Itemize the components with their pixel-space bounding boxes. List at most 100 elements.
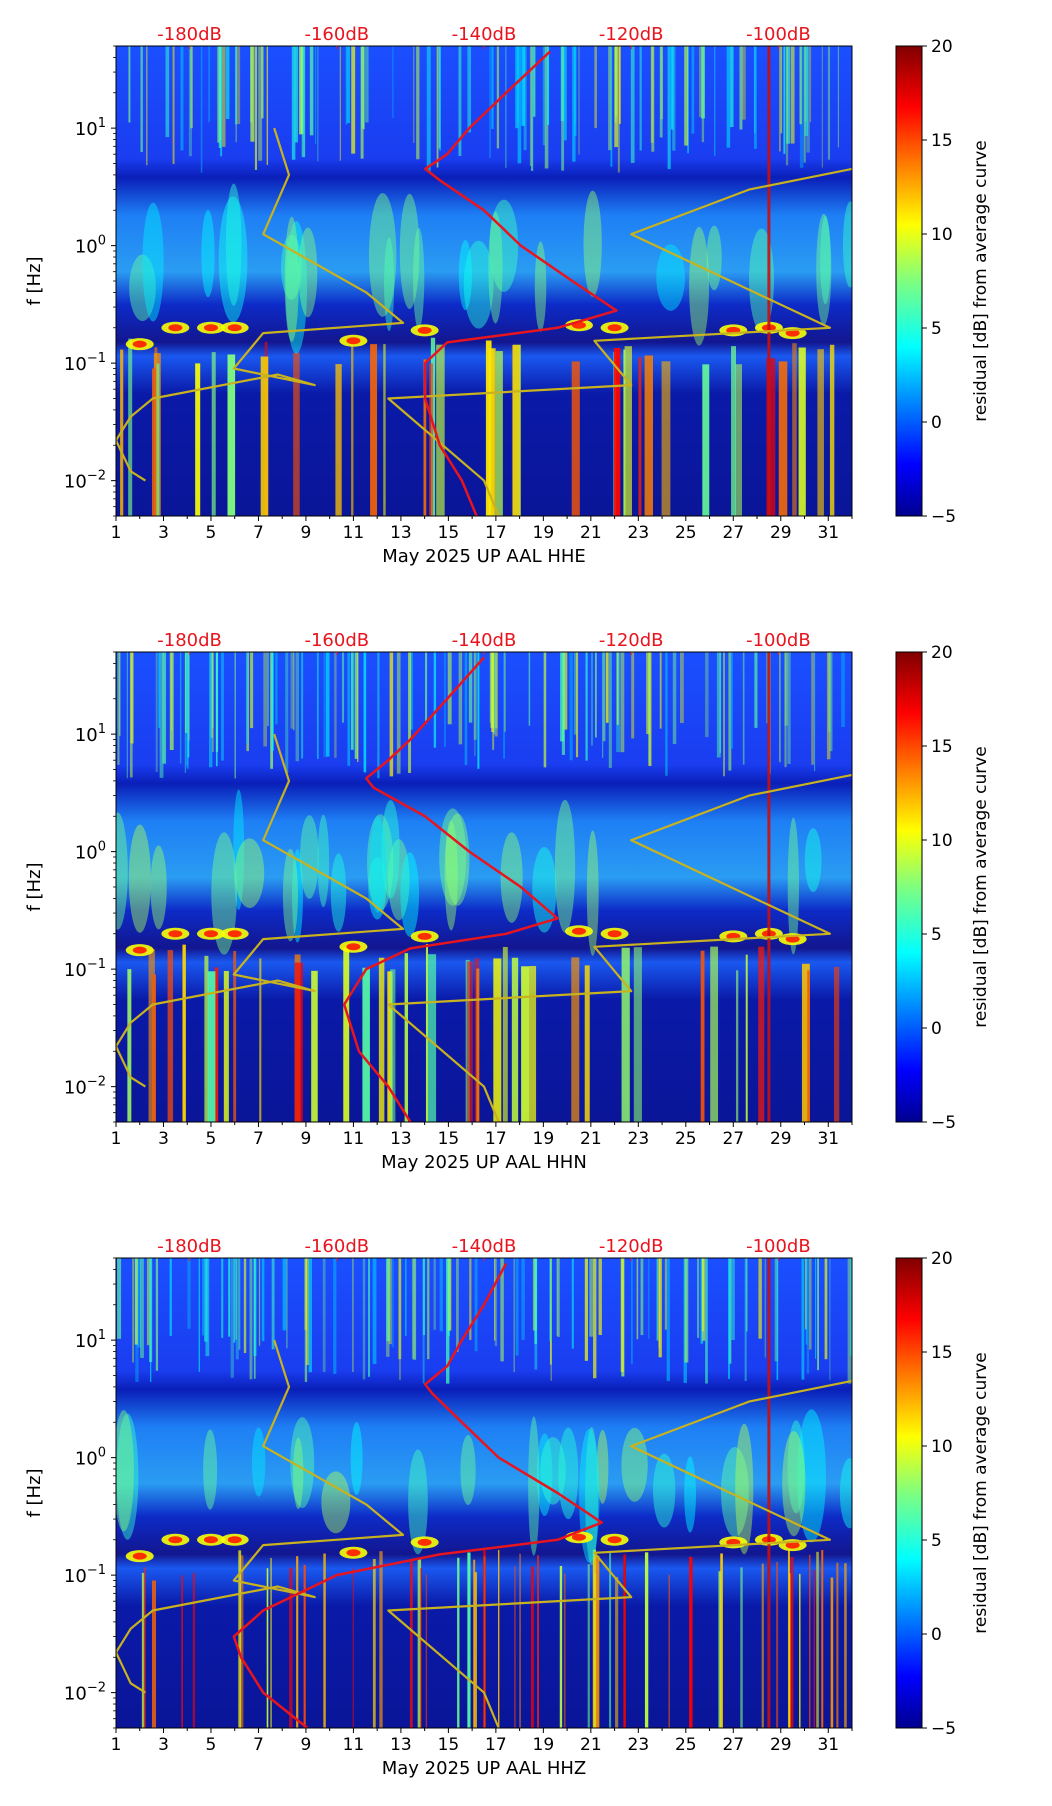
noise-streak (190, 46, 193, 129)
microseism-plume (500, 832, 523, 923)
noise-streak (130, 652, 134, 744)
lowfreq-burst (260, 356, 269, 516)
noise-streak (386, 1258, 389, 1341)
lowfreq-burst (204, 955, 209, 1122)
noise-streak (589, 1258, 594, 1337)
x-tick-label: 23 (628, 523, 650, 543)
noise-streak (172, 46, 175, 165)
lowfreq-burst (821, 1549, 824, 1728)
noise-streak (187, 1258, 191, 1329)
x-tick-label: 25 (675, 1129, 697, 1149)
noise-streak (547, 46, 550, 125)
noise-streak (263, 652, 267, 747)
noise-streak (477, 652, 480, 769)
lowfreq-burst (829, 344, 835, 516)
noise-streak (826, 652, 831, 760)
microseism-core (227, 1536, 242, 1544)
lowfreq-burst (343, 947, 350, 1122)
x-tick-label: 11 (343, 1735, 365, 1755)
noise-streak (730, 46, 734, 128)
noise-streak (350, 652, 354, 750)
lowfreq-burst (238, 1550, 242, 1728)
microseism-core (417, 1538, 432, 1546)
noise-streak (117, 652, 120, 765)
lowfreq-burst (427, 954, 437, 1122)
lowfreq-burst (207, 971, 216, 1122)
noise-streak (249, 1258, 253, 1380)
x-tick-label: 7 (253, 1735, 264, 1755)
noise-streak (563, 46, 567, 141)
microseism-plume (585, 1426, 599, 1566)
lowfreq-burst (623, 349, 626, 516)
noise-streak (563, 652, 568, 730)
y-tick-exponent: −1 (87, 957, 106, 972)
noise-streak (754, 46, 757, 149)
microseism-plume (458, 240, 472, 311)
noise-streak (188, 652, 190, 741)
lowfreq-burst (624, 346, 632, 516)
noise-streak (365, 46, 369, 123)
microseism-plume (536, 1433, 553, 1517)
lowfreq-burst (223, 970, 229, 1122)
noise-streak (422, 1258, 426, 1336)
noise-streak (491, 46, 494, 129)
x-tick-label: 7 (253, 523, 264, 543)
noise-streak (346, 46, 350, 124)
noise-streak (728, 652, 732, 771)
db-tick-label: -100dB (746, 630, 811, 651)
noise-streak (119, 652, 121, 736)
microseism-core (571, 927, 586, 935)
noise-streak (345, 46, 348, 125)
lowfreq-burst (335, 364, 342, 516)
noise-streak (533, 46, 536, 117)
lowfreq-burst (511, 344, 520, 516)
lowfreq-burst (644, 355, 654, 516)
microseism-plume (201, 209, 215, 298)
lowfreq-burst (293, 352, 300, 516)
noise-streak (719, 652, 722, 754)
noise-streak (226, 46, 230, 119)
y-tick-exponent: 0 (98, 1446, 106, 1461)
noise-streak (409, 652, 413, 730)
noise-streak (620, 652, 625, 753)
noise-streak (753, 46, 756, 134)
lowfreq-burst (289, 1567, 293, 1728)
microseism-core (571, 1533, 586, 1541)
noise-streak (766, 652, 768, 724)
noise-streak (169, 1258, 172, 1336)
y-tick-label: 100 (75, 840, 106, 864)
x-tick-label: 27 (722, 1129, 744, 1149)
microseism-plume (280, 234, 302, 300)
noise-streak (494, 1258, 496, 1341)
lowfreq-burst (148, 949, 155, 1122)
lowfreq-burst (789, 1573, 791, 1728)
microseism-core (132, 1552, 147, 1560)
lowfreq-burst (240, 1555, 244, 1728)
noise-streak (639, 46, 642, 151)
microseism-plume (368, 193, 397, 317)
noise-streak (285, 652, 289, 773)
noise-streak (494, 1258, 498, 1347)
noise-streak (323, 652, 328, 758)
x-tick-label: 29 (770, 1735, 792, 1755)
y-tick-base: 10 (75, 725, 98, 746)
noise-streak (779, 652, 781, 763)
microseism-core (607, 324, 622, 332)
x-tick-label: 3 (158, 1129, 169, 1149)
noise-streak (728, 1258, 730, 1379)
colorbar-tick-label: 15 (931, 737, 953, 757)
microseism-core (203, 930, 218, 938)
microseism-plume (384, 237, 395, 332)
microseism-plume (400, 852, 420, 937)
lowfreq-burst (689, 1556, 691, 1728)
noise-streak (309, 46, 314, 136)
lowfreq-burst (718, 1571, 721, 1728)
microseism-plume (330, 853, 347, 932)
colorbar-tick-label: 20 (931, 37, 953, 57)
noise-streak (200, 46, 203, 173)
colorbar-tick-label: −5 (931, 1113, 956, 1133)
x-tick-label: 11 (343, 1129, 365, 1149)
noise-streak (803, 46, 806, 163)
lowfreq-burst (776, 1561, 779, 1728)
